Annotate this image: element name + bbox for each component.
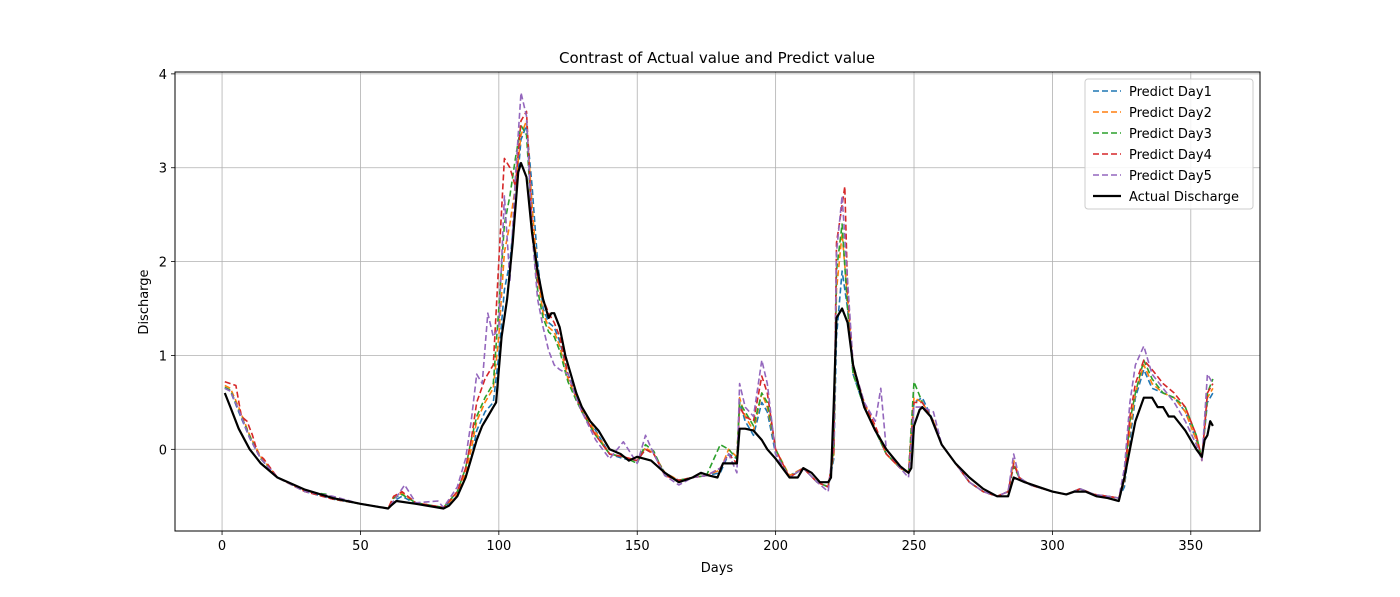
x-tick-label: 0 (218, 539, 226, 554)
y-tick-label: 1 (159, 349, 167, 364)
x-tick-label: 100 (486, 539, 511, 554)
y-axis: 0 1 2 3 4 (159, 68, 175, 458)
x-tick-label: 50 (352, 539, 369, 554)
series-layer (223, 91, 1214, 510)
y-tick-label: 0 (159, 443, 167, 458)
legend-label: Predict Day3 (1129, 127, 1212, 142)
legend: Predict Day1 Predict Day2 Predict Day3 Pred… (1084, 78, 1254, 210)
chart-title: Contrast of Actual value and Predict val… (559, 49, 875, 67)
x-axis: 0 50 100 150 200 250 300 350 (218, 531, 1203, 554)
y-axis-label: Discharge (137, 269, 152, 334)
y-tick-label: 2 (159, 256, 167, 271)
series-line-1 (224, 124, 1214, 510)
legend-label: Predict Day4 (1129, 148, 1212, 163)
x-tick-label: 150 (625, 539, 650, 554)
legend-label: Predict Day1 (1129, 85, 1212, 100)
series-line-2 (224, 120, 1214, 510)
legend-label: Predict Day5 (1129, 169, 1212, 184)
plot-frame (174, 71, 1261, 532)
x-axis-label: Days (701, 561, 734, 576)
x-tick-label: 250 (902, 539, 927, 554)
series-line-3 (224, 124, 1214, 510)
y-tick-label: 4 (159, 68, 167, 83)
y-tick-label: 3 (159, 162, 167, 177)
legend-label: Predict Day2 (1129, 106, 1212, 121)
x-tick-label: 300 (1040, 539, 1065, 554)
x-tick-label: 350 (1178, 539, 1203, 554)
x-tick-label: 200 (763, 539, 788, 554)
series-line-6 (223, 161, 1214, 510)
legend-box (1084, 78, 1254, 210)
legend-label: Actual Discharge (1129, 190, 1239, 205)
